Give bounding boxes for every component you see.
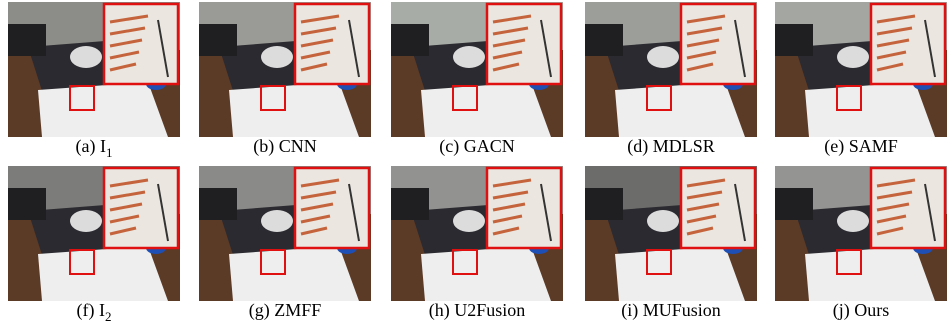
paper [229, 82, 359, 137]
image-panel [391, 2, 563, 137]
mouse [70, 210, 102, 232]
figure: (a) I1 (b) CNN (c) GACN (d) MDLSR (e) SAMF (f… [0, 0, 950, 327]
device [585, 24, 623, 56]
device [199, 188, 237, 220]
caption: (c) GACN [439, 136, 514, 157]
mouse [647, 46, 679, 68]
device [775, 24, 813, 56]
image-panel [775, 166, 947, 301]
caption-text: (j) Ours [833, 300, 890, 321]
caption: (a) I1 [76, 136, 113, 160]
image-panel [585, 166, 757, 301]
caption: (e) SAMF [824, 136, 898, 157]
caption-text: (h) U2Fusion [429, 300, 526, 321]
image-panel [391, 166, 563, 301]
caption-text: (b) CNN [253, 136, 317, 157]
mouse [261, 210, 293, 232]
mouse [261, 46, 293, 68]
mouse [453, 210, 485, 232]
caption-text: (e) SAMF [824, 136, 898, 157]
caption: (h) U2Fusion [429, 300, 526, 321]
image-panel [199, 2, 371, 137]
paper [615, 246, 745, 301]
device [391, 24, 429, 56]
caption: (i) MUFusion [621, 300, 721, 321]
device [585, 188, 623, 220]
caption: (f) I2 [77, 300, 112, 324]
paper [615, 82, 745, 137]
device [199, 24, 237, 56]
paper [805, 246, 935, 301]
paper [229, 246, 359, 301]
device [8, 188, 46, 220]
caption-text: (c) GACN [439, 136, 514, 157]
image-panel [8, 2, 180, 137]
device [391, 188, 429, 220]
caption: (d) MDLSR [627, 136, 715, 157]
mouse [70, 46, 102, 68]
caption-text: (a) I [76, 136, 106, 157]
mouse [453, 46, 485, 68]
paper [421, 246, 551, 301]
paper [805, 82, 935, 137]
mouse [647, 210, 679, 232]
image-panel [585, 2, 757, 137]
mouse [837, 210, 869, 232]
caption-text: (f) I [77, 300, 105, 321]
mouse [837, 46, 869, 68]
image-panel [8, 166, 180, 301]
caption: (g) ZMFF [249, 300, 322, 321]
caption-text: (d) MDLSR [627, 136, 715, 157]
image-panel [775, 2, 947, 137]
caption: (j) Ours [833, 300, 890, 321]
caption: (b) CNN [253, 136, 317, 157]
caption-subscript: 1 [106, 145, 113, 160]
caption-subscript: 2 [105, 309, 112, 324]
image-panel [199, 166, 371, 301]
paper [38, 82, 168, 137]
paper [38, 246, 168, 301]
caption-text: (i) MUFusion [621, 300, 721, 321]
device [8, 24, 46, 56]
paper [421, 82, 551, 137]
device [775, 188, 813, 220]
caption-text: (g) ZMFF [249, 300, 322, 321]
